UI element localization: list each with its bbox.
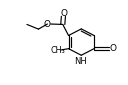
Text: O: O bbox=[110, 44, 117, 53]
Text: O: O bbox=[60, 9, 67, 18]
Text: CH₃: CH₃ bbox=[50, 46, 65, 55]
Text: O: O bbox=[44, 20, 51, 28]
Text: NH: NH bbox=[74, 57, 87, 66]
